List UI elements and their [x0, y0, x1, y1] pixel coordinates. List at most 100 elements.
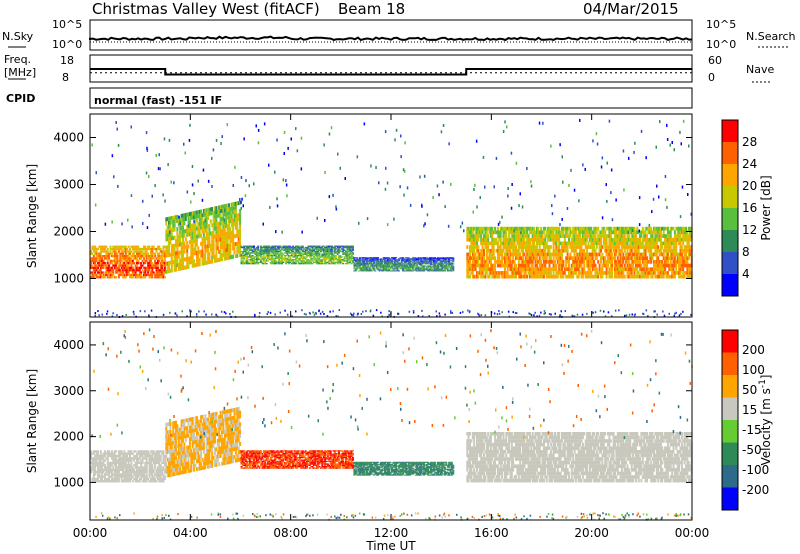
power-cell: [611, 260, 614, 264]
power-cell: [195, 218, 198, 223]
power-cell: [315, 263, 318, 265]
power-cell: [168, 232, 170, 237]
power-scatter-point: [190, 200, 192, 204]
power-cell: [311, 255, 314, 257]
power-cell: [310, 253, 313, 255]
power-cell: [156, 245, 159, 248]
power-cell: [633, 245, 636, 249]
power-cell: [120, 266, 123, 269]
power-cell: [287, 263, 290, 265]
power-cell: [193, 231, 196, 236]
power-cell: [570, 274, 573, 279]
power-cell: [595, 252, 598, 257]
power-cell: [112, 269, 115, 272]
power-cell: [382, 258, 385, 260]
power-cell: [363, 257, 366, 259]
power-cell: [581, 237, 584, 242]
power-cell: [143, 271, 145, 274]
power-cell: [427, 262, 430, 264]
power-scatter-point: [363, 122, 366, 126]
power-cell: [506, 237, 509, 242]
power-cell: [232, 226, 235, 231]
power-cell: [286, 260, 289, 262]
power-cell: [607, 256, 609, 260]
power-cell: [666, 245, 669, 249]
power-cell: [106, 264, 109, 267]
power-scatter-point: [570, 168, 572, 172]
power-cell: [283, 257, 286, 259]
power-cell: [304, 259, 307, 261]
power-cell: [515, 263, 517, 268]
power-cell: [126, 255, 129, 258]
power-cell: [371, 267, 374, 269]
power-cell: [569, 271, 572, 275]
power-cell: [92, 276, 95, 279]
power-cell: [318, 252, 321, 254]
power-cell: [195, 254, 198, 259]
power-cell: [144, 255, 147, 258]
power-cell: [404, 266, 407, 268]
power-cell: [398, 263, 400, 265]
power-cell: [644, 241, 647, 246]
power-cell: [639, 274, 641, 279]
power-cell: [272, 252, 275, 254]
power-cell: [365, 259, 368, 261]
power-cell: [101, 266, 104, 269]
power-cell: [559, 271, 562, 275]
power-cell: [641, 245, 644, 249]
power-cell: [308, 252, 311, 254]
power-cell: [474, 260, 477, 264]
power-cell: [201, 217, 204, 222]
power-cell: [651, 256, 654, 260]
power-cell: [106, 266, 109, 269]
power-cell: [183, 249, 186, 254]
power-cell: [300, 261, 303, 263]
power-cell: [421, 270, 424, 272]
power-cell: [314, 255, 317, 257]
power-cell: [584, 226, 587, 231]
power-cell: [226, 247, 229, 252]
power-cell: [145, 247, 148, 251]
power-cell: [404, 267, 407, 269]
power-cell: [659, 263, 662, 268]
power-cell: [658, 237, 661, 242]
power-cell: [244, 249, 247, 251]
power-cell: [133, 252, 136, 255]
power-cell: [608, 226, 611, 231]
power-cell: [328, 253, 331, 255]
power-cell: [407, 258, 410, 260]
power-cell: [648, 230, 651, 235]
power-cell: [658, 248, 661, 253]
power-cell: [437, 264, 439, 266]
power-cell: [201, 257, 204, 262]
power-cell: [449, 257, 452, 259]
power-cell: [675, 234, 678, 238]
power-cell: [101, 245, 104, 248]
power-cell: [627, 260, 630, 264]
power-cell: [498, 248, 501, 253]
power-cell: [573, 271, 576, 275]
power-cell: [594, 248, 597, 253]
power-cell: [555, 256, 558, 260]
power-cell: [517, 260, 520, 264]
power-cell: [587, 274, 590, 279]
power-cell: [186, 212, 189, 217]
power-cell: [627, 237, 630, 242]
power-cell: [505, 248, 508, 253]
power-cell: [382, 267, 385, 269]
power-cell: [406, 259, 409, 261]
power-cell: [386, 258, 389, 260]
power-cell: [258, 253, 261, 255]
power-cell: [223, 224, 226, 229]
power-cell: [379, 259, 382, 261]
power-cell: [630, 248, 633, 253]
power-cell: [516, 230, 519, 235]
power-cell: [158, 245, 161, 248]
power-cell: [513, 252, 516, 257]
power-cell: [549, 267, 552, 272]
power-cell: [423, 262, 426, 264]
power-scatter-point: [442, 180, 444, 184]
power-cell: [260, 253, 262, 255]
power-cell: [386, 269, 389, 271]
power-cell: [529, 271, 531, 275]
